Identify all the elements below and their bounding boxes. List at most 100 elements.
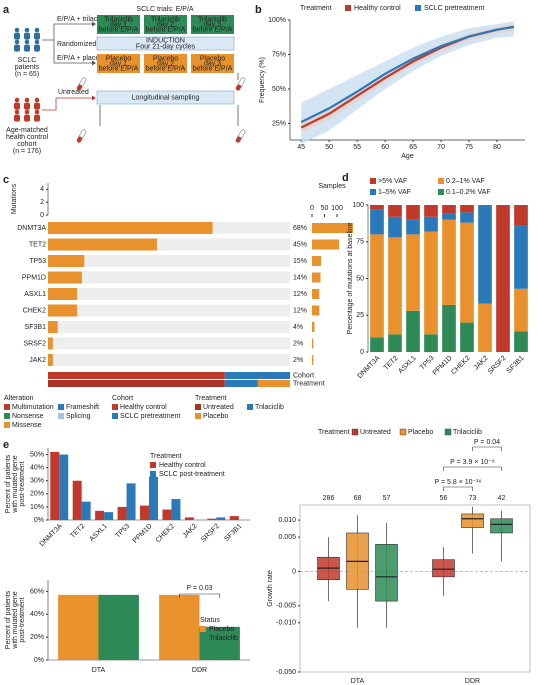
bar-segment [424,334,438,352]
cohort-label: (n = 176) [13,148,41,155]
bar-segment [388,216,402,238]
treatment-box [144,15,187,34]
bar [50,451,60,520]
bar [117,506,127,520]
count-label: 68 [354,495,362,502]
person-icon [34,32,40,40]
y-tick-label: 50 [356,275,364,282]
legend-label: Trilaciclib [209,635,238,642]
cohort-label: health control [6,134,48,141]
y-tick-label: 30% [30,478,44,485]
x-tick-label: SF3B1 [223,523,243,543]
arrow-line [42,23,92,64]
y-axis-title: Mutations [11,183,18,214]
bar-segment [478,205,492,304]
person-icon [24,44,30,52]
bar-segment [496,205,510,352]
x-tick-label: TET2 [69,523,86,540]
bar-segment [406,234,420,311]
bar [207,518,217,520]
x-axis-title: Age [401,153,414,160]
box [490,518,513,534]
side-axis-title: Samples [318,183,346,190]
gene-label: SRSF2 [23,340,46,347]
treatment-box-text: Placebo [106,55,131,62]
x-tick-label: DNMT3A [39,523,65,549]
x-tick-label: ASXL1 [397,355,417,375]
row-background [48,288,290,300]
mutation-cells [48,238,157,251]
treatment-box-text: Trilaciclib [198,16,227,23]
bar-segment [424,216,438,232]
treatment-box-text: day 1 [110,21,127,28]
person-icon [24,97,30,103]
annotation-label: Treatment [293,380,325,387]
bar-segment [370,337,384,352]
legend-label: Placebo [408,429,433,436]
line [300,25,514,124]
sample-bar [312,322,315,332]
y-tick-label: 60% [30,588,44,595]
mutation-cells [48,288,78,300]
y-tick-label: 75 [356,239,364,246]
person-icon [14,102,20,110]
x-tick-label: CHEK2 [155,523,177,545]
bar-segment [442,213,456,220]
mutation-cells [48,271,82,284]
gene-label: CHEK2 [23,307,46,314]
legend-swatch [4,413,10,419]
tube-icon [77,84,82,91]
person-icon [24,114,30,122]
cohort-label: (n = 65) [15,71,39,78]
x-tick-label: DTA [351,678,365,685]
percent-label: 4% [293,324,303,331]
percent-label: 2% [293,340,303,347]
legend-swatch [438,189,444,195]
y-tick-label: 0.005 [278,534,296,541]
plot-frame [299,504,531,673]
legend-label: Untreated [360,429,391,436]
x-tick-label: TP53 [114,523,131,540]
bar-segment [442,205,456,214]
cohort-label: SCLC [18,57,37,64]
y-tick-label: 40% [30,464,44,471]
y-tick-label: 0.010 [278,517,296,524]
annotation-segment [224,372,290,379]
legend-label: Multimutation [12,404,54,411]
bar [95,510,105,520]
treatment-box-text: before E/P/A [146,65,186,72]
y-tick-label: 0% [34,517,44,524]
legend-label: 0.2–1% VAF [446,178,485,185]
x-tick-label: DDR [192,667,207,674]
treatment-box-text: day 3 [204,21,221,28]
y-tick-label: 100% [268,17,286,24]
treatment-box-text: day 3 [204,60,221,67]
legend-swatch [58,404,64,410]
arrow-line [99,73,239,126]
sample-bar [312,289,320,299]
x-tick-label: 70 [437,144,445,151]
sample-bar [312,338,314,349]
significance-bracket [179,593,220,598]
panel-label: d [342,172,349,184]
percent-label: 12% [293,307,307,314]
x-tick-label: SF3B1 [506,355,526,375]
bar-segment [406,310,420,352]
y-axis-title: Growth rate [267,570,274,607]
person-icon [34,97,40,103]
gene-label: TP53 [29,258,46,265]
legend-title: Treatment [150,453,182,460]
legend-label: SCLC pretreatment [424,5,484,12]
legend-swatch [58,413,64,419]
arrow-line [42,97,92,111]
legend-swatch [415,5,421,11]
legend-title: Cohort [112,395,133,402]
bar-segment [388,334,402,352]
x-tick-label: ASXL1 [88,523,108,543]
legend-label: Trilaciclib [453,429,482,436]
tube-icon [77,136,82,143]
person-icon [34,109,40,115]
legend-swatch [345,5,351,11]
x-tick-label: 0 [310,205,314,212]
row-background [48,321,290,333]
